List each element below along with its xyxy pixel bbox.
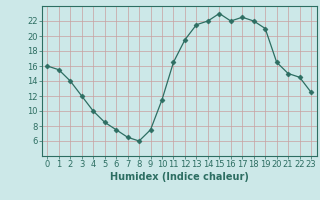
X-axis label: Humidex (Indice chaleur): Humidex (Indice chaleur) [110, 172, 249, 182]
